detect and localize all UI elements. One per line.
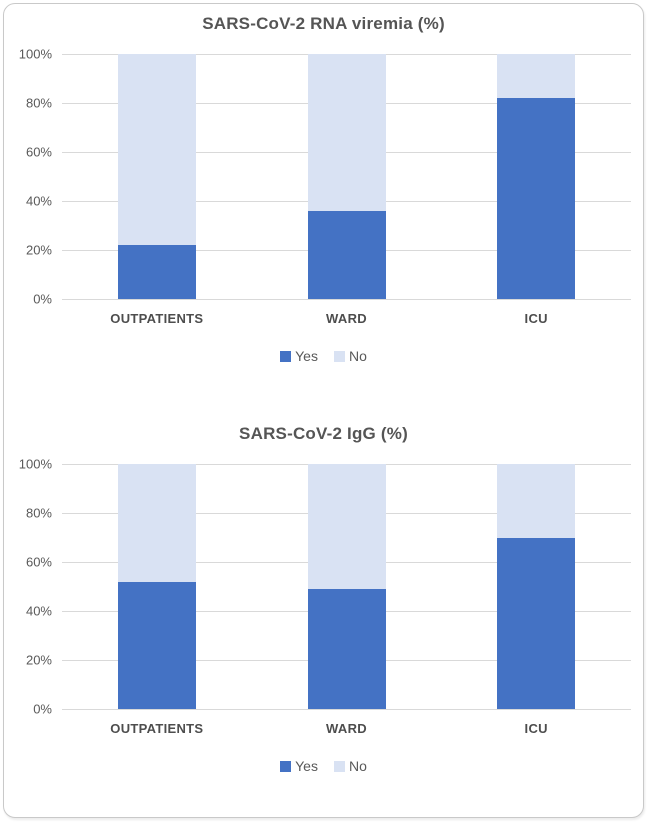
legend-swatch-icon	[280, 760, 292, 772]
bar-stack	[497, 54, 576, 299]
y-tick-label: 100%	[18, 456, 52, 472]
legend-swatch-icon	[280, 350, 292, 362]
bar-slot-outpatients	[62, 54, 252, 299]
legend-entry-no: No	[333, 758, 367, 774]
bar-slot-ward	[252, 54, 442, 299]
bar-stack	[307, 464, 386, 709]
chart-title: SARS-CoV-2 IgG (%)	[239, 424, 408, 443]
gridline	[62, 709, 631, 710]
gridline	[62, 299, 631, 300]
y-tick-label: 20%	[25, 652, 52, 668]
bar-segment-yes	[307, 588, 386, 709]
chart-rna-viremia: SARS-CoV-2 RNA viremia (%) 100% 80% 60% 40%…	[4, 4, 643, 364]
bars-layer	[62, 464, 631, 709]
bar-segment-no	[117, 54, 196, 246]
legend-label: No	[348, 348, 367, 364]
y-tick-label: 80%	[25, 95, 52, 111]
y-tick-label: 60%	[25, 554, 52, 570]
legend-label: Yes	[295, 758, 318, 774]
bar-stack	[307, 54, 386, 299]
bar-segment-no	[307, 464, 386, 589]
bar-segment-yes	[497, 537, 576, 709]
category-label-icu: ICU	[524, 311, 548, 326]
bar-segment-yes	[307, 210, 386, 299]
bar-segment-yes	[117, 581, 196, 709]
bar-segment-no	[497, 464, 576, 538]
bar-slot-outpatients	[62, 464, 252, 709]
y-tick-label: 60%	[25, 144, 52, 160]
category-label-ward: WARD	[326, 311, 367, 326]
bar-segment-no	[117, 464, 196, 582]
bar-segment-yes	[497, 98, 576, 299]
chart-title: SARS-CoV-2 RNA viremia (%)	[202, 14, 445, 33]
legend-entry-yes: Yes	[280, 758, 318, 774]
category-label-icu: ICU	[524, 721, 548, 736]
category-label-outpatients: OUTPATIENTS	[110, 311, 204, 326]
y-tick-label: 0%	[33, 291, 52, 307]
category-axis: OUTPATIENTS WARD ICU	[62, 311, 631, 326]
y-tick-label: 0%	[33, 701, 52, 717]
plot-area: 100% 80% 60% 40% 20% 0%	[19, 48, 631, 306]
bar-segment-yes	[117, 245, 196, 299]
y-tick-label: 100%	[18, 46, 52, 62]
legend-swatch-icon	[333, 760, 345, 772]
legend: Yes No	[4, 758, 643, 774]
bar-slot-icu	[441, 54, 631, 299]
y-tick-label: 40%	[25, 603, 52, 619]
chart-igg: SARS-CoV-2 IgG (%) 100% 80% 60% 40% 20% 0% OU…	[4, 424, 643, 774]
chart-card: SARS-CoV-2 RNA viremia (%) 100% 80% 60% 40%…	[3, 3, 644, 818]
category-label-ward: WARD	[326, 721, 367, 736]
legend-label: No	[348, 758, 367, 774]
category-label-outpatients: OUTPATIENTS	[110, 721, 204, 736]
bar-slot-ward	[252, 464, 442, 709]
bar-stack	[497, 464, 576, 709]
bars-layer	[62, 54, 631, 299]
y-tick-label: 40%	[25, 193, 52, 209]
category-axis: OUTPATIENTS WARD ICU	[62, 721, 631, 736]
legend: Yes No	[4, 348, 643, 364]
y-tick-label: 20%	[25, 242, 52, 258]
legend-entry-yes: Yes	[280, 348, 318, 364]
bar-segment-no	[497, 54, 576, 99]
legend-label: Yes	[295, 348, 318, 364]
bar-slot-icu	[441, 464, 631, 709]
bar-stack	[117, 54, 196, 299]
legend-entry-no: No	[333, 348, 367, 364]
legend-swatch-icon	[333, 350, 345, 362]
plot-area: 100% 80% 60% 40% 20% 0%	[19, 458, 631, 716]
y-tick-label: 80%	[25, 505, 52, 521]
bar-stack	[117, 464, 196, 709]
bar-segment-no	[307, 54, 386, 211]
